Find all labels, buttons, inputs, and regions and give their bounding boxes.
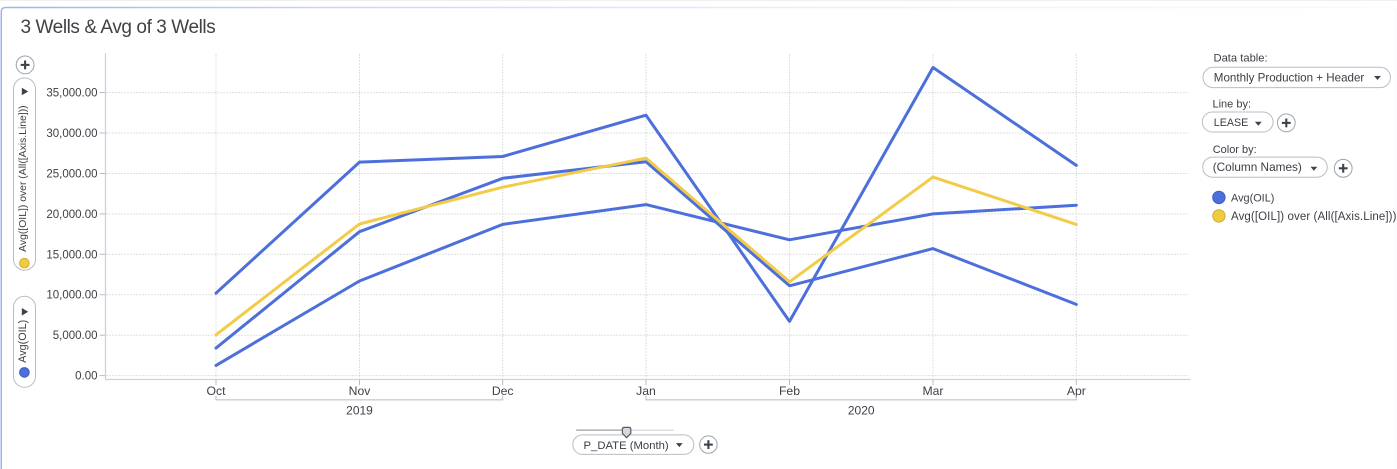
svg-text:Oct: Oct bbox=[207, 384, 227, 398]
svg-text:2020: 2020 bbox=[848, 404, 875, 418]
svg-text:5,000.00: 5,000.00 bbox=[53, 330, 98, 342]
svg-text:LEASE: LEASE bbox=[1214, 117, 1248, 129]
svg-text:Jan: Jan bbox=[636, 384, 656, 398]
svg-text:Feb: Feb bbox=[779, 384, 800, 398]
svg-text:Mar: Mar bbox=[923, 384, 944, 398]
svg-text:Dec: Dec bbox=[492, 384, 514, 398]
svg-text:Avg(OIL): Avg(OIL) bbox=[1231, 193, 1274, 205]
svg-text:Data table:: Data table: bbox=[1214, 53, 1268, 65]
svg-text:Avg([OIL]) over (All([Axis.Lin: Avg([OIL]) over (All([Axis.Line])) bbox=[18, 105, 29, 251]
svg-text:Color by:: Color by: bbox=[1213, 144, 1257, 156]
svg-text:P_DATE (Month): P_DATE (Month) bbox=[584, 440, 669, 452]
svg-text:Avg(OIL): Avg(OIL) bbox=[17, 320, 29, 363]
svg-text:30,000.00: 30,000.00 bbox=[46, 128, 97, 140]
svg-text:0.00: 0.00 bbox=[75, 371, 97, 383]
svg-text:35,000.00: 35,000.00 bbox=[46, 88, 97, 100]
svg-text:20,000.00: 20,000.00 bbox=[46, 209, 97, 221]
svg-text:Line by:: Line by: bbox=[1213, 98, 1252, 110]
svg-text:25,000.00: 25,000.00 bbox=[46, 169, 97, 181]
svg-text:Nov: Nov bbox=[349, 384, 372, 398]
svg-text:10,000.00: 10,000.00 bbox=[46, 290, 97, 302]
svg-text:Monthly Production + Header: Monthly Production + Header bbox=[1214, 71, 1365, 84]
svg-text:2019: 2019 bbox=[346, 404, 373, 418]
svg-text:15,000.00: 15,000.00 bbox=[46, 249, 97, 261]
svg-text:Avg([OIL]) over (All([Axis.Lin: Avg([OIL]) over (All([Axis.Line])) bbox=[1231, 211, 1397, 223]
svg-text:(Column Names): (Column Names) bbox=[1213, 160, 1302, 174]
svg-text:3 Wells & Avg of 3 Wells: 3 Wells & Avg of 3 Wells bbox=[21, 17, 216, 38]
svg-text:Apr: Apr bbox=[1067, 384, 1086, 398]
